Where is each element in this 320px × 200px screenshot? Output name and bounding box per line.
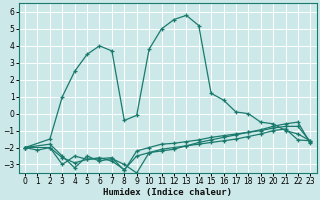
X-axis label: Humidex (Indice chaleur): Humidex (Indice chaleur) xyxy=(103,188,232,197)
